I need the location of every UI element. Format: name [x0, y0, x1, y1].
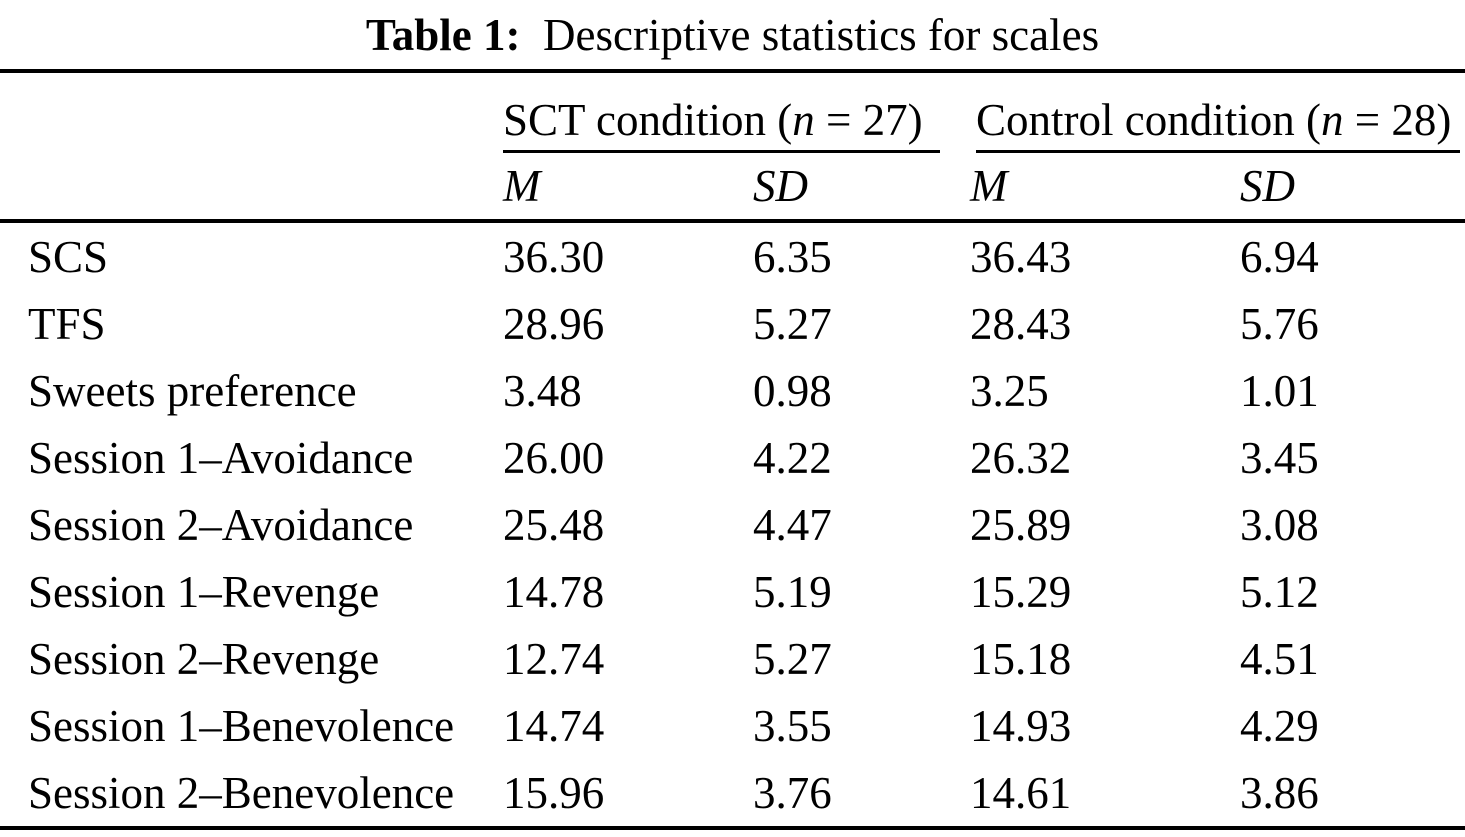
table-row: Session 1–Avoidance 26.00 4.22 26.32 3.4…: [0, 424, 1465, 491]
cell-sct-sd: 5.19: [753, 566, 832, 617]
caption-spacer: [521, 9, 544, 61]
cell-control-mean: 36.43: [970, 231, 1072, 282]
row-label: SCS: [28, 231, 109, 282]
cell-control-sd: 5.12: [1240, 566, 1319, 617]
column-group-control: Control condition (n = 28): [976, 73, 1460, 153]
cell-sct-mean: 3.48: [503, 365, 582, 416]
cell-sct-sd: 3.76: [753, 767, 832, 818]
cell-control-sd: 3.08: [1240, 499, 1319, 550]
cell-control-mean: 15.29: [970, 566, 1072, 617]
cell-sct-sd: 5.27: [753, 633, 832, 684]
cell-sct-mean: 14.78: [503, 566, 605, 617]
cell-sct-sd: 0.98: [753, 365, 832, 416]
row-label: Session 1–Revenge: [28, 566, 380, 617]
cell-control-mean: 14.93: [970, 700, 1072, 751]
row-label: Session 1–Avoidance: [28, 432, 414, 483]
stub-subheader-cell: [0, 153, 503, 219]
cell-sct-sd: 3.55: [753, 700, 832, 751]
sct-group-prefix: SCT condition (: [503, 95, 793, 145]
cell-control-mean: 25.89: [970, 499, 1072, 550]
sct-group-suffix: = 27): [814, 95, 923, 145]
table-row: Session 2–Avoidance 25.48 4.47 25.89 3.0…: [0, 491, 1465, 558]
table-row: Session 1–Benevolence 14.74 3.55 14.93 4…: [0, 692, 1465, 759]
sct-group-n-symbol: n: [792, 95, 815, 145]
row-label: Session 2–Revenge: [28, 633, 380, 684]
table-row: Session 2–Revenge 12.74 5.27 15.18 4.51: [0, 625, 1465, 692]
cell-control-sd: 4.29: [1240, 700, 1319, 751]
cell-sct-mean: 12.74: [503, 633, 605, 684]
cell-control-mean: 28.43: [970, 298, 1072, 349]
control-group-n-symbol: n: [1320, 95, 1344, 145]
cell-control-mean: 3.25: [970, 365, 1049, 416]
cell-sct-sd: 4.22: [753, 432, 832, 483]
table-row: SCS 36.30 6.35 36.43 6.94: [0, 223, 1465, 290]
table-row: TFS 28.96 5.27 28.43 5.76: [0, 290, 1465, 357]
table-row: Session 1–Revenge 14.78 5.19 15.29 5.12: [0, 558, 1465, 625]
bottom-rule: [0, 826, 1465, 830]
subheader-control-mean: M: [970, 161, 1008, 211]
cell-sct-mean: 36.30: [503, 231, 605, 282]
cell-sct-sd: 4.47: [753, 499, 832, 550]
row-label: Sweets preference: [28, 365, 357, 416]
cell-control-mean: 26.32: [970, 432, 1072, 483]
row-label: Session 2–Avoidance: [28, 499, 414, 550]
cell-sct-mean: 26.00: [503, 432, 605, 483]
cell-control-sd: 1.01: [1240, 365, 1319, 416]
table-caption-text: Descriptive statistics for scales: [543, 9, 1100, 60]
subheader-row: M SD M SD: [0, 153, 1465, 223]
cell-control-sd: 5.76: [1240, 298, 1319, 349]
cell-sct-sd: 6.35: [753, 231, 832, 282]
row-label: Session 2–Benevolence: [28, 767, 455, 818]
table-caption: Table 1: Descriptive statistics for scal…: [0, 0, 1465, 69]
cell-sct-mean: 15.96: [503, 767, 605, 818]
cell-sct-sd: 5.27: [753, 298, 832, 349]
cell-control-mean: 15.18: [970, 633, 1072, 684]
cell-sct-mean: 28.96: [503, 298, 605, 349]
table-row: Sweets preference 3.48 0.98 3.25 1.01: [0, 357, 1465, 424]
subheader-sct-mean: M: [503, 161, 541, 211]
column-group-sct: SCT condition (n = 27): [503, 73, 940, 153]
column-group-header-row: SCT condition (n = 27) Control condition…: [0, 73, 1465, 153]
control-group-suffix: = 28): [1343, 95, 1452, 145]
row-label: Session 1–Benevolence: [28, 700, 455, 751]
cell-control-sd: 6.94: [1240, 231, 1319, 282]
cell-control-sd: 3.86: [1240, 767, 1319, 818]
table-row: Session 2–Benevolence 15.96 3.76 14.61 3…: [0, 759, 1465, 826]
cell-control-mean: 14.61: [970, 767, 1072, 818]
stub-header-cell: [0, 73, 503, 153]
cell-control-sd: 4.51: [1240, 633, 1319, 684]
cell-sct-mean: 14.74: [503, 700, 605, 751]
subheader-sct-sd: SD: [753, 161, 808, 211]
row-label: TFS: [28, 298, 106, 349]
subheader-control-sd: SD: [1240, 161, 1295, 211]
cell-sct-mean: 25.48: [503, 499, 605, 550]
table-caption-label: Table 1:: [365, 9, 521, 60]
top-rule: [0, 69, 1465, 73]
cell-control-sd: 3.45: [1240, 432, 1319, 483]
control-group-prefix: Control condition (: [976, 95, 1321, 145]
